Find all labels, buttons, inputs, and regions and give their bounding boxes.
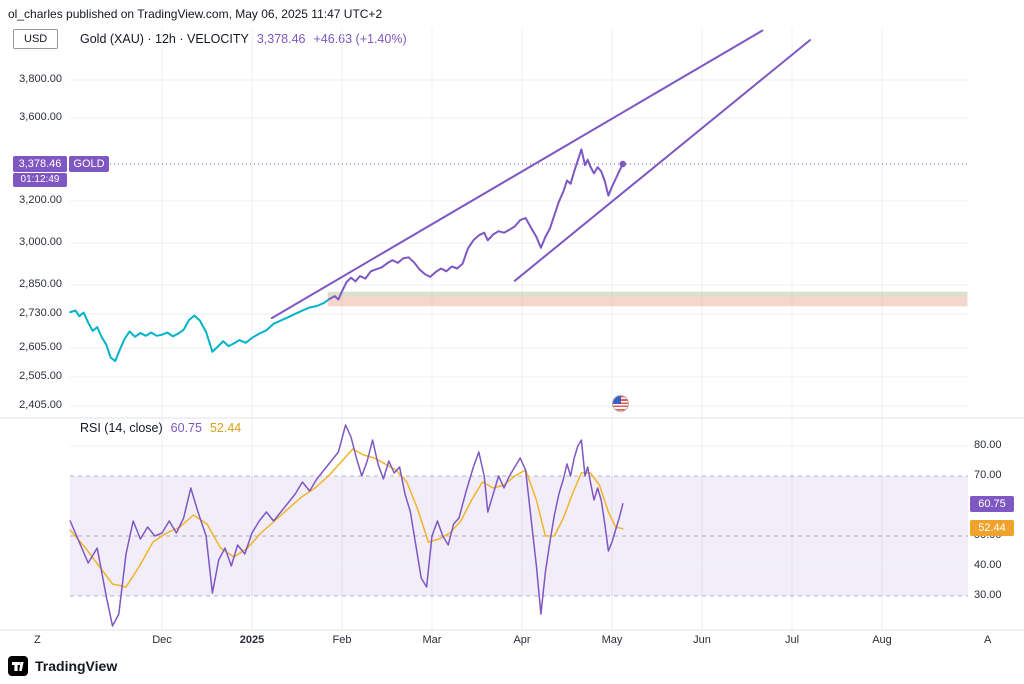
publisher-line[interactable]: ol_charles published on TradingView.com,… — [8, 7, 383, 21]
xau-velocity-purple-line — [328, 148, 624, 301]
xau-velocity-cyan-line — [69, 298, 331, 363]
currency-button[interactable]: USD — [13, 29, 59, 49]
economic-event-flag-icon[interactable] — [612, 395, 629, 412]
current-price-badge: 3,378.46 — [13, 156, 67, 172]
last-price: 3,378.46 — [256, 32, 306, 46]
rsi-ma-badge: 52.44 — [970, 520, 1014, 536]
rsi-title[interactable]: RSI (14, close) — [80, 421, 163, 435]
last-price-dot — [619, 160, 626, 168]
bar-countdown-badge: 01:12:49 — [13, 173, 67, 187]
rsi-line — [69, 424, 624, 627]
price-zone[interactable] — [327, 296, 968, 307]
rsi-ma-value: 52.44 — [209, 421, 242, 435]
tradingview-wordmark: TradingView — [35, 658, 118, 674]
rsi-legend: RSI (14, close) 60.75 52.44 — [80, 421, 241, 435]
rsi-value: 60.75 — [170, 421, 202, 435]
tradingview-logo-icon — [8, 656, 28, 676]
flag-canton — [613, 396, 621, 404]
tradingview-footer-link[interactable]: TradingView — [8, 656, 117, 676]
rsi-value-badge: 60.75 — [970, 496, 1014, 512]
price-zone[interactable] — [327, 291, 968, 297]
symbol-title[interactable]: Gold (XAU) · 12h · VELOCITY — [80, 32, 249, 46]
chart-legend: Gold (XAU) · 12h · VELOCITY 3,378.46 +46… — [80, 32, 407, 46]
symbol-badge: GOLD — [69, 156, 109, 172]
trend-line[interactable] — [270, 29, 764, 320]
trend-line[interactable] — [513, 39, 811, 282]
price-change: +46.63 (+1.40%) — [313, 32, 407, 46]
